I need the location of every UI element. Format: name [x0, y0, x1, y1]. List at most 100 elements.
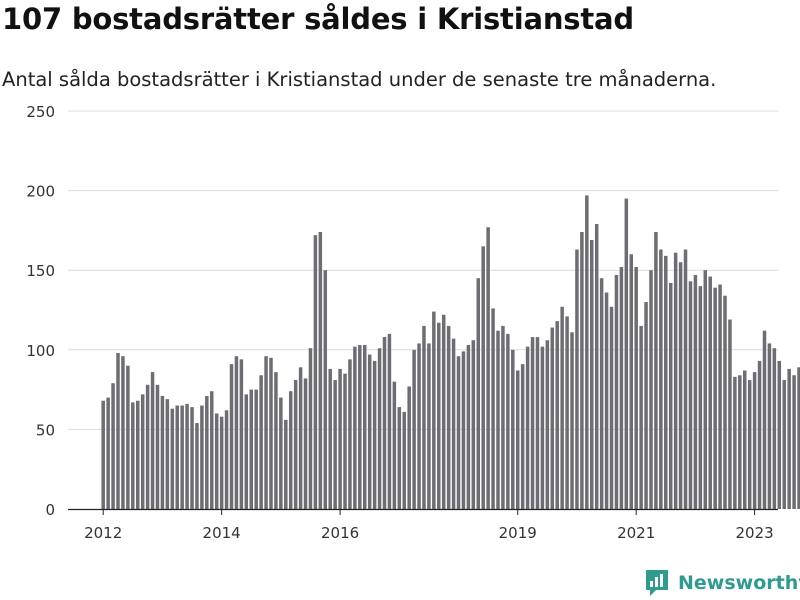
bar	[703, 270, 708, 509]
bar	[525, 346, 530, 509]
bar	[358, 345, 362, 509]
bar	[363, 345, 367, 509]
bar	[585, 195, 589, 509]
bar	[338, 368, 342, 509]
bar	[210, 391, 214, 509]
bar	[402, 411, 406, 509]
bar	[506, 333, 510, 509]
bar	[752, 372, 757, 509]
bar	[570, 332, 574, 509]
bar	[441, 314, 446, 509]
bar	[205, 395, 209, 509]
bar	[733, 376, 737, 509]
bar	[673, 252, 678, 509]
bar	[782, 380, 786, 509]
bar	[486, 227, 490, 509]
bar	[693, 274, 698, 509]
y-tick-label: 250	[26, 103, 55, 121]
bar	[491, 308, 495, 509]
bar	[437, 322, 441, 509]
newsworthy-logo-icon	[646, 570, 668, 596]
x-tick-label: 2021	[617, 524, 655, 542]
bar	[644, 302, 648, 509]
bar	[466, 345, 471, 509]
bar	[550, 327, 555, 509]
bar	[219, 416, 224, 509]
bar	[175, 405, 179, 509]
bar	[599, 278, 604, 509]
bar	[639, 325, 643, 509]
bar	[797, 367, 800, 509]
bar	[659, 249, 663, 509]
y-tick-label: 0	[45, 501, 55, 519]
bar	[555, 321, 559, 509]
bar	[619, 267, 624, 509]
bar	[515, 370, 520, 509]
bar	[180, 405, 184, 509]
bar	[461, 351, 466, 509]
bar	[535, 337, 540, 509]
chart-subtitle: Antal sålda bostadsrätter i Kristianstad…	[2, 68, 717, 91]
bar	[111, 383, 115, 509]
x-tick-label: 2023	[736, 524, 774, 542]
newsworthy-logo: Newsworthy	[644, 568, 800, 598]
bar	[372, 360, 377, 509]
bar	[481, 246, 485, 509]
bar	[323, 270, 328, 509]
bar	[747, 380, 752, 509]
bar	[743, 370, 747, 509]
bar	[254, 389, 258, 509]
bar	[629, 254, 633, 509]
y-tick-label: 100	[26, 342, 55, 360]
bar	[417, 343, 421, 509]
bar	[412, 349, 416, 509]
bar	[303, 378, 308, 509]
bar-chart: 0 50 100 150 200 250 2012 2014 2016 2019 2021 2023…	[26, 103, 800, 542]
bar	[284, 419, 288, 509]
bar	[708, 276, 712, 509]
bar	[451, 338, 456, 509]
bar	[471, 340, 476, 509]
bar	[259, 375, 263, 509]
bar	[787, 368, 791, 509]
bar	[160, 395, 165, 509]
bar	[269, 357, 273, 509]
bar	[713, 287, 717, 509]
bar	[614, 274, 619, 509]
bars	[101, 195, 800, 510]
bar	[264, 356, 268, 509]
bar	[772, 348, 777, 509]
bar	[229, 364, 234, 509]
bar	[136, 400, 140, 509]
y-tick-label: 50	[36, 421, 55, 439]
bar	[224, 410, 229, 509]
bar	[446, 325, 451, 509]
bar	[604, 292, 609, 509]
bar	[318, 231, 323, 510]
x-axis: 2012201420162019202120232025	[68, 508, 778, 542]
bar	[328, 368, 332, 509]
bar	[308, 348, 313, 509]
bar	[757, 360, 762, 509]
bar	[575, 249, 579, 509]
bar	[649, 270, 653, 509]
bar	[609, 306, 614, 509]
bar	[476, 278, 481, 509]
bar	[150, 372, 155, 509]
bar	[382, 337, 387, 509]
bar	[668, 282, 673, 509]
bar	[101, 400, 105, 509]
bar	[407, 386, 411, 509]
bar	[530, 337, 535, 509]
bar	[688, 281, 693, 509]
bar	[664, 255, 668, 509]
bar	[777, 360, 782, 509]
bar	[501, 325, 505, 509]
bar	[387, 333, 392, 509]
bar	[333, 380, 337, 509]
bar	[200, 405, 204, 509]
bar	[392, 381, 397, 509]
bar	[106, 397, 110, 509]
bar	[377, 348, 382, 509]
bar	[165, 399, 170, 509]
